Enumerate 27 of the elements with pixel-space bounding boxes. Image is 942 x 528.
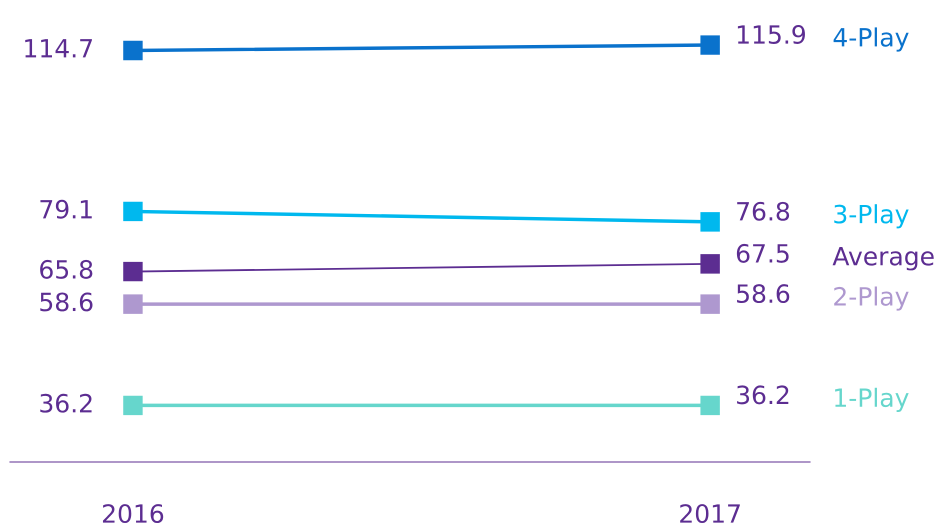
- point: [123, 202, 143, 222]
- point: [700, 396, 720, 416]
- point: [700, 212, 720, 232]
- data-label: 76.8: [737, 202, 790, 221]
- data-label: 58.6: [40, 292, 92, 312]
- x-tick-label: 2017: [680, 504, 740, 524]
- point: [123, 40, 143, 60]
- point: [700, 294, 720, 314]
- data-label: 65.8: [40, 260, 92, 279]
- point: [123, 396, 143, 416]
- text: 3-Play: [834, 204, 909, 228]
- data-label: 114.7: [25, 39, 92, 58]
- data-label: 67.5: [736, 244, 789, 263]
- point: [700, 254, 720, 274]
- point: [123, 294, 143, 314]
- data-label: 36.2: [40, 394, 92, 413]
- point: [123, 262, 143, 282]
- data-label: 58.6: [737, 284, 790, 304]
- point: [700, 35, 720, 55]
- text: Average: [832, 247, 934, 270]
- text: 1-Play: [835, 388, 909, 412]
- data-label: 36.2: [737, 385, 788, 404]
- text: 4-Play: [834, 27, 909, 52]
- text: 2-Play: [834, 286, 909, 311]
- data-label: 115.9: [738, 25, 805, 44]
- x-tick-label: 2016: [102, 504, 164, 524]
- data-label: 79.1: [40, 200, 92, 219]
